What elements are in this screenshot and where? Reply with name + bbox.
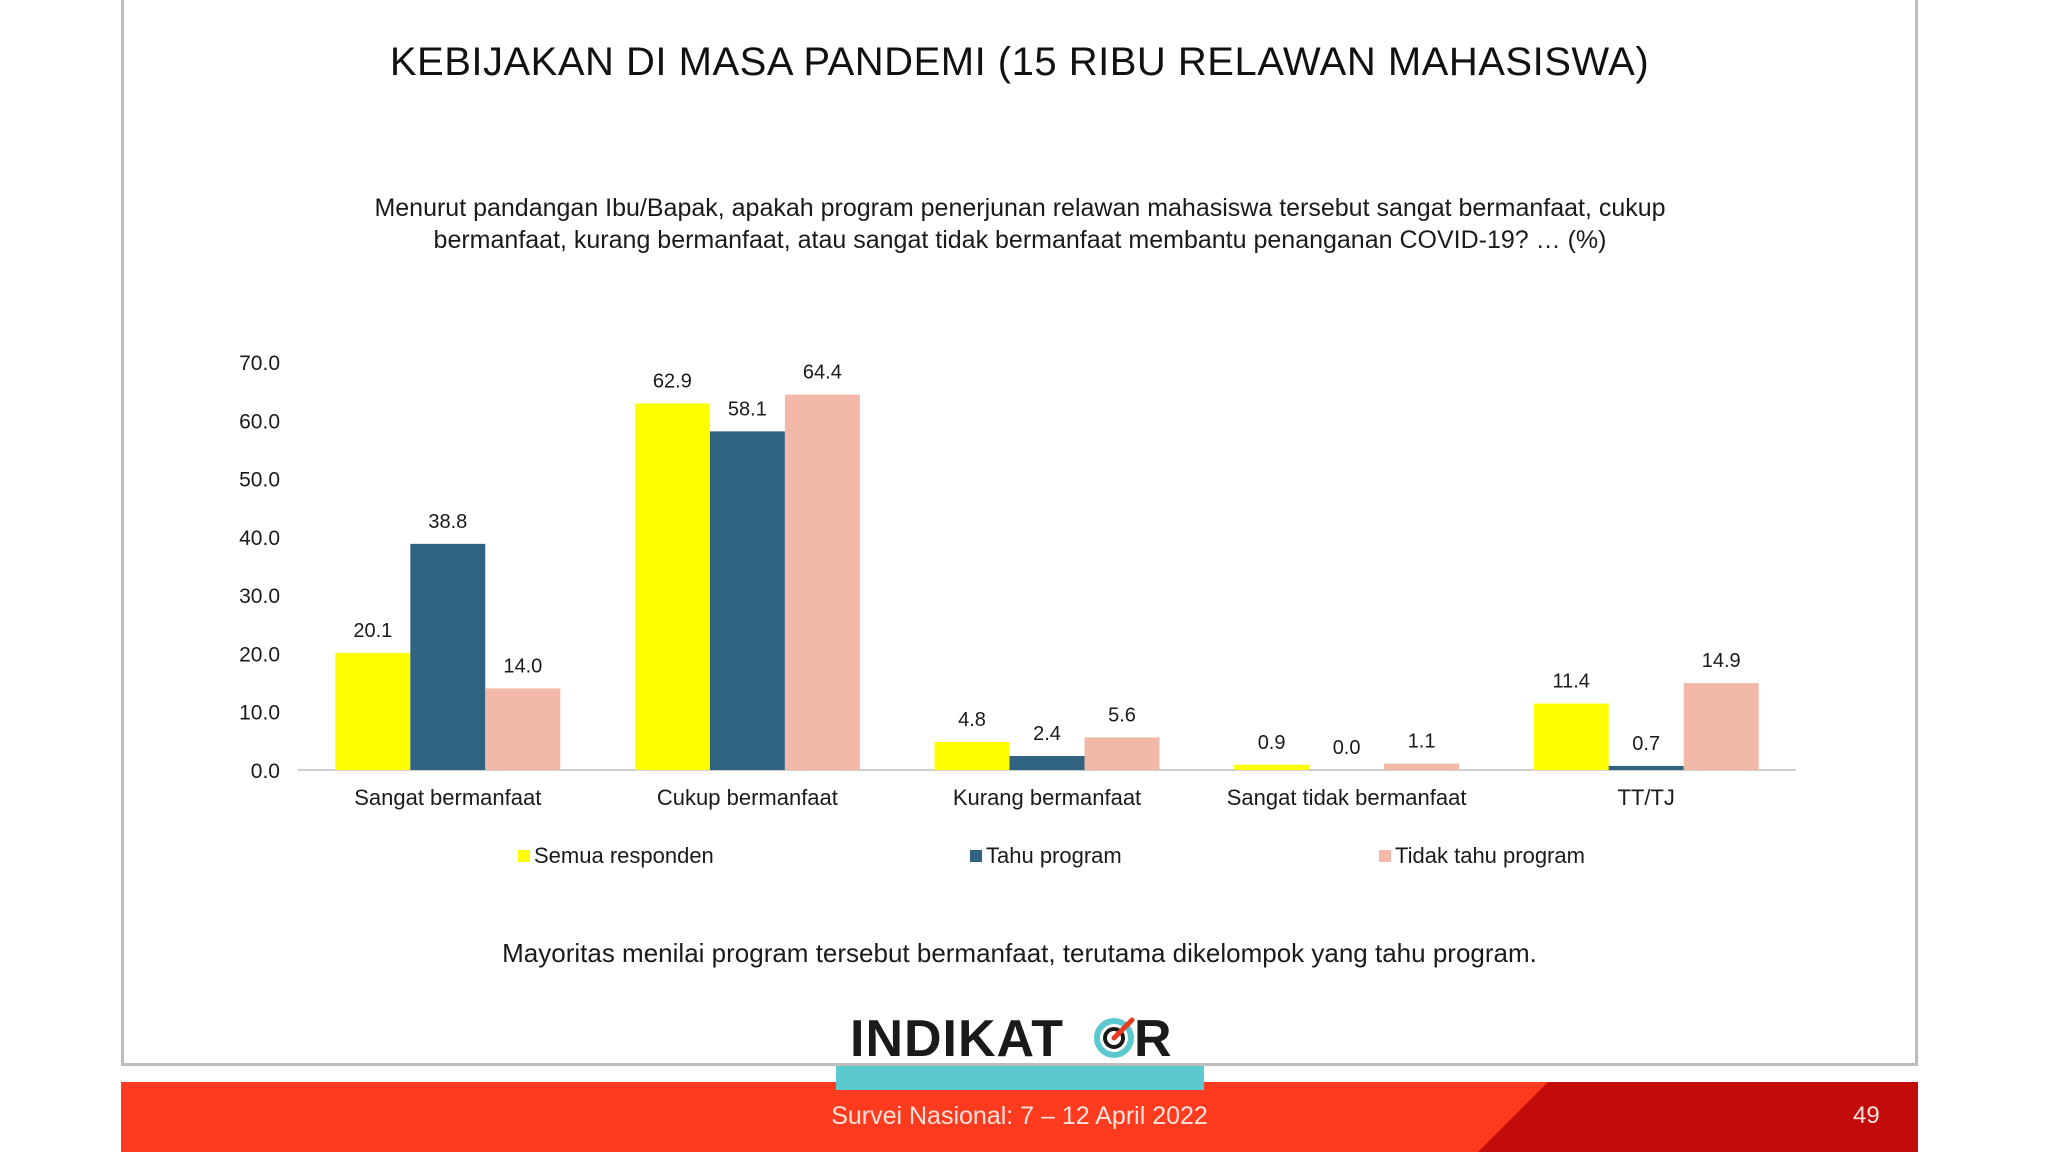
footer-teal-tab bbox=[836, 1066, 1204, 1090]
y-tick-label-4: 40.0 bbox=[239, 527, 280, 550]
conclusion-text: Mayoritas menilai program tersebut berma… bbox=[502, 938, 1537, 968]
legend-label-1: Tahu program bbox=[986, 843, 1122, 868]
bar-3-0 bbox=[1234, 764, 1310, 770]
survey-question: Menurut pandangan Ibu/Bapak, apakah prog… bbox=[250, 192, 1790, 256]
data-label-3-2: 1.1 bbox=[1408, 731, 1436, 753]
page-number: 49 bbox=[1853, 1102, 1880, 1129]
question-line-1: Menurut pandangan Ibu/Bapak, apakah prog… bbox=[374, 194, 1666, 222]
bar-3-2 bbox=[1384, 763, 1460, 770]
data-label-1-2: 64.4 bbox=[803, 362, 842, 384]
legend-swatch-0 bbox=[518, 850, 530, 862]
slide-frame bbox=[121, 0, 1918, 1066]
bar-0-2 bbox=[485, 688, 561, 770]
bar-chart: 0.0 10.0 20.0 30.0 40.0 50.0 60.0 70.0 20.1 38.8 1… bbox=[239, 352, 1796, 868]
y-tick-label-1: 10.0 bbox=[239, 702, 280, 725]
data-label-2-1: 2.4 bbox=[1033, 723, 1061, 745]
footer-dark-accent bbox=[1478, 1082, 1918, 1152]
data-label-3-0: 0.9 bbox=[1258, 732, 1286, 754]
category-label-1: Cukup bermanfaat bbox=[657, 785, 838, 810]
category-label-4: TT/TJ bbox=[1617, 785, 1674, 810]
footer-survey-text: Survei Nasional: 7 – 12 April 2022 bbox=[831, 1102, 1208, 1130]
bar-4-0 bbox=[1533, 703, 1609, 770]
svg-text:INDIKAT: INDIKAT bbox=[850, 1010, 1064, 1066]
y-tick-label-3: 30.0 bbox=[239, 585, 280, 608]
data-label-4-1: 0.7 bbox=[1632, 733, 1660, 755]
data-label-3-1: 0.0 bbox=[1333, 737, 1361, 759]
bar-0-1 bbox=[410, 543, 486, 770]
bar-4-1 bbox=[1608, 765, 1684, 770]
legend-swatch-2 bbox=[1379, 850, 1391, 862]
data-label-4-0: 11.4 bbox=[1552, 671, 1589, 693]
y-tick-label-6: 60.0 bbox=[239, 410, 280, 433]
category-label-3: Sangat tidak bermanfaat bbox=[1227, 785, 1467, 810]
question-line-2: bermanfaat, kurang bermanfaat, atau sang… bbox=[433, 226, 1607, 254]
y-tick-label-7: 70.0 bbox=[239, 352, 280, 375]
legend-label-0: Semua responden bbox=[534, 843, 714, 868]
category-label-0: Sangat bermanfaat bbox=[354, 785, 541, 810]
data-label-2-2: 5.6 bbox=[1108, 704, 1136, 726]
bar-4-2 bbox=[1683, 683, 1759, 770]
data-label-0-0: 20.1 bbox=[353, 620, 392, 642]
slide-title: KEBIJAKAN DI MASA PANDEMI (15 RIBU RELAW… bbox=[389, 40, 1650, 84]
legend-swatch-1 bbox=[970, 850, 982, 862]
data-label-0-2: 14.0 bbox=[503, 655, 542, 677]
bar-2-2 bbox=[1084, 737, 1160, 770]
legend-label-2: Tidak tahu program bbox=[1395, 843, 1585, 868]
bar-1-2 bbox=[784, 394, 860, 770]
data-label-0-1: 38.8 bbox=[428, 511, 467, 533]
data-label-1-0: 62.9 bbox=[653, 370, 692, 392]
bar-1-0 bbox=[634, 403, 710, 770]
y-tick-label-2: 20.0 bbox=[239, 643, 280, 666]
data-label-1-1: 58.1 bbox=[728, 398, 767, 420]
y-tick-label-0: 0.0 bbox=[251, 760, 280, 783]
bar-0-0 bbox=[335, 652, 411, 770]
data-label-4-2: 14.9 bbox=[1702, 650, 1741, 672]
category-label-2: Kurang bermanfaat bbox=[953, 785, 1141, 810]
footer-band bbox=[121, 1082, 1918, 1152]
bar-2-0 bbox=[934, 742, 1010, 770]
bar-2-1 bbox=[1009, 756, 1085, 770]
bar-1-1 bbox=[709, 431, 785, 770]
data-label-2-0: 4.8 bbox=[958, 709, 986, 731]
indikator-logo: INDIKAT R bbox=[850, 1010, 1172, 1066]
svg-text:R: R bbox=[1134, 1010, 1172, 1066]
y-tick-label-5: 50.0 bbox=[239, 469, 280, 492]
